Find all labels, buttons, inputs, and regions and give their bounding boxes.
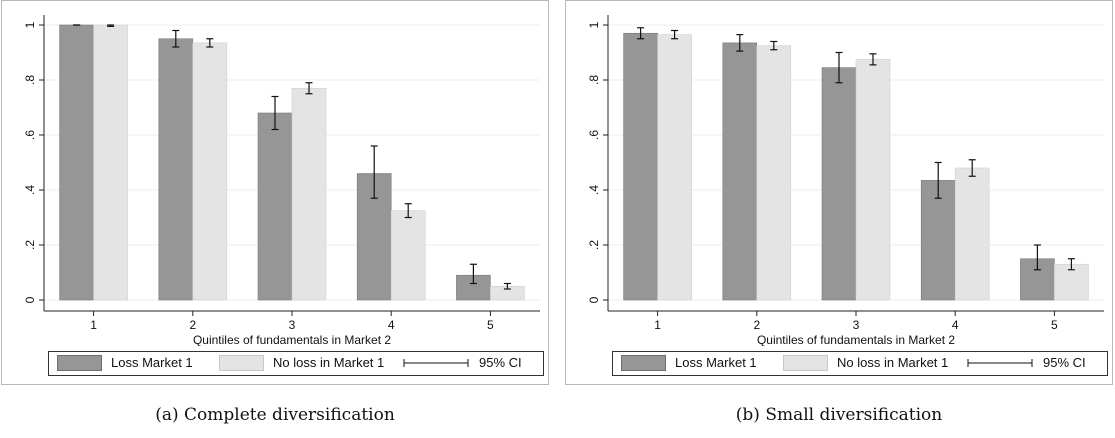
y-tick-label: .6: [23, 130, 37, 140]
chart-panel-a: 0 .2 .4 .6 .8 1 1 2 3 4 5 Quintiles of fundamentals…: [1, 0, 549, 385]
legend: Loss Market 1 No loss in Market 1 95% CI: [612, 351, 1108, 376]
bar: [257, 112, 293, 301]
bar: [59, 24, 94, 301]
x-tick-label: 5: [1051, 318, 1058, 332]
plot-area: 0 .2 .4 .6 .8 1 1 2 3 4 5 Quintiles of fundamentals…: [587, 15, 1104, 346]
bar: [93, 24, 128, 301]
bar: [855, 59, 891, 301]
x-tick-label: 4: [952, 318, 959, 332]
bar: [291, 87, 327, 301]
legend: Loss Market 1 No loss in Market 1 95% CI: [48, 351, 544, 376]
chart-panel-b: 0 .2 .4 .6 .8 1 1 2 3 4 5 Quintiles of fundamentals…: [565, 0, 1113, 385]
legend-label-ci: 95% CI: [1043, 355, 1086, 370]
y-tick-label: .6: [587, 130, 601, 140]
legend-label-no-loss: No loss in Market 1: [273, 355, 385, 370]
legend-swatch-no-loss: [783, 355, 828, 371]
legend-label-loss: Loss Market 1: [675, 355, 757, 370]
bar: [657, 34, 692, 301]
y-tick-label: 0: [23, 296, 37, 303]
x-tick-label: 5: [487, 318, 494, 332]
y-tick-label: .8: [587, 75, 601, 85]
y-tick-label: .8: [23, 75, 37, 85]
bar: [821, 67, 857, 301]
y-tick-label: .4: [23, 185, 37, 195]
y-tick-label: .4: [587, 185, 601, 195]
caption-b: (b) Small diversification: [735, 405, 943, 425]
legend-label-ci: 95% CI: [479, 355, 522, 370]
x-tick-label: 2: [753, 318, 760, 332]
x-tick-label: 3: [289, 318, 296, 332]
y-tick-label: 0: [587, 296, 601, 303]
bar: [756, 45, 792, 301]
bar: [722, 42, 758, 301]
y-tick-label: 1: [23, 21, 37, 28]
ci-legend-symbol: [403, 359, 469, 367]
ci-legend-symbol: [967, 359, 1033, 367]
caption-a: (a) Complete diversification: [155, 405, 395, 425]
y-tick-label: 1: [587, 21, 601, 28]
x-tick-label: 4: [388, 318, 395, 332]
legend-label-loss: Loss Market 1: [111, 355, 193, 370]
legend-swatch-loss: [57, 355, 102, 371]
x-tick-label: 3: [853, 318, 860, 332]
x-tick-label: 1: [90, 318, 97, 332]
x-tick-label: 2: [189, 318, 196, 332]
bar: [954, 167, 990, 301]
legend-swatch-loss: [621, 355, 666, 371]
bar: [390, 210, 426, 301]
bar: [158, 38, 194, 301]
plot-area: 0 .2 .4 .6 .8 1 1 2 3 4 5 Quintiles of fundamentals…: [23, 15, 540, 346]
legend-label-no-loss: No loss in Market 1: [837, 355, 949, 370]
bar: [623, 32, 658, 301]
bar: [920, 180, 956, 301]
x-axis-label: Quintiles of fundamentals in Market 2: [193, 333, 391, 346]
x-tick-label: 1: [654, 318, 661, 332]
legend-swatch-no-loss: [219, 355, 264, 371]
x-axis-label: Quintiles of fundamentals in Market 2: [757, 333, 955, 346]
bar: [192, 42, 228, 301]
y-tick-label: .2: [587, 240, 601, 250]
y-tick-label: .2: [23, 240, 37, 250]
